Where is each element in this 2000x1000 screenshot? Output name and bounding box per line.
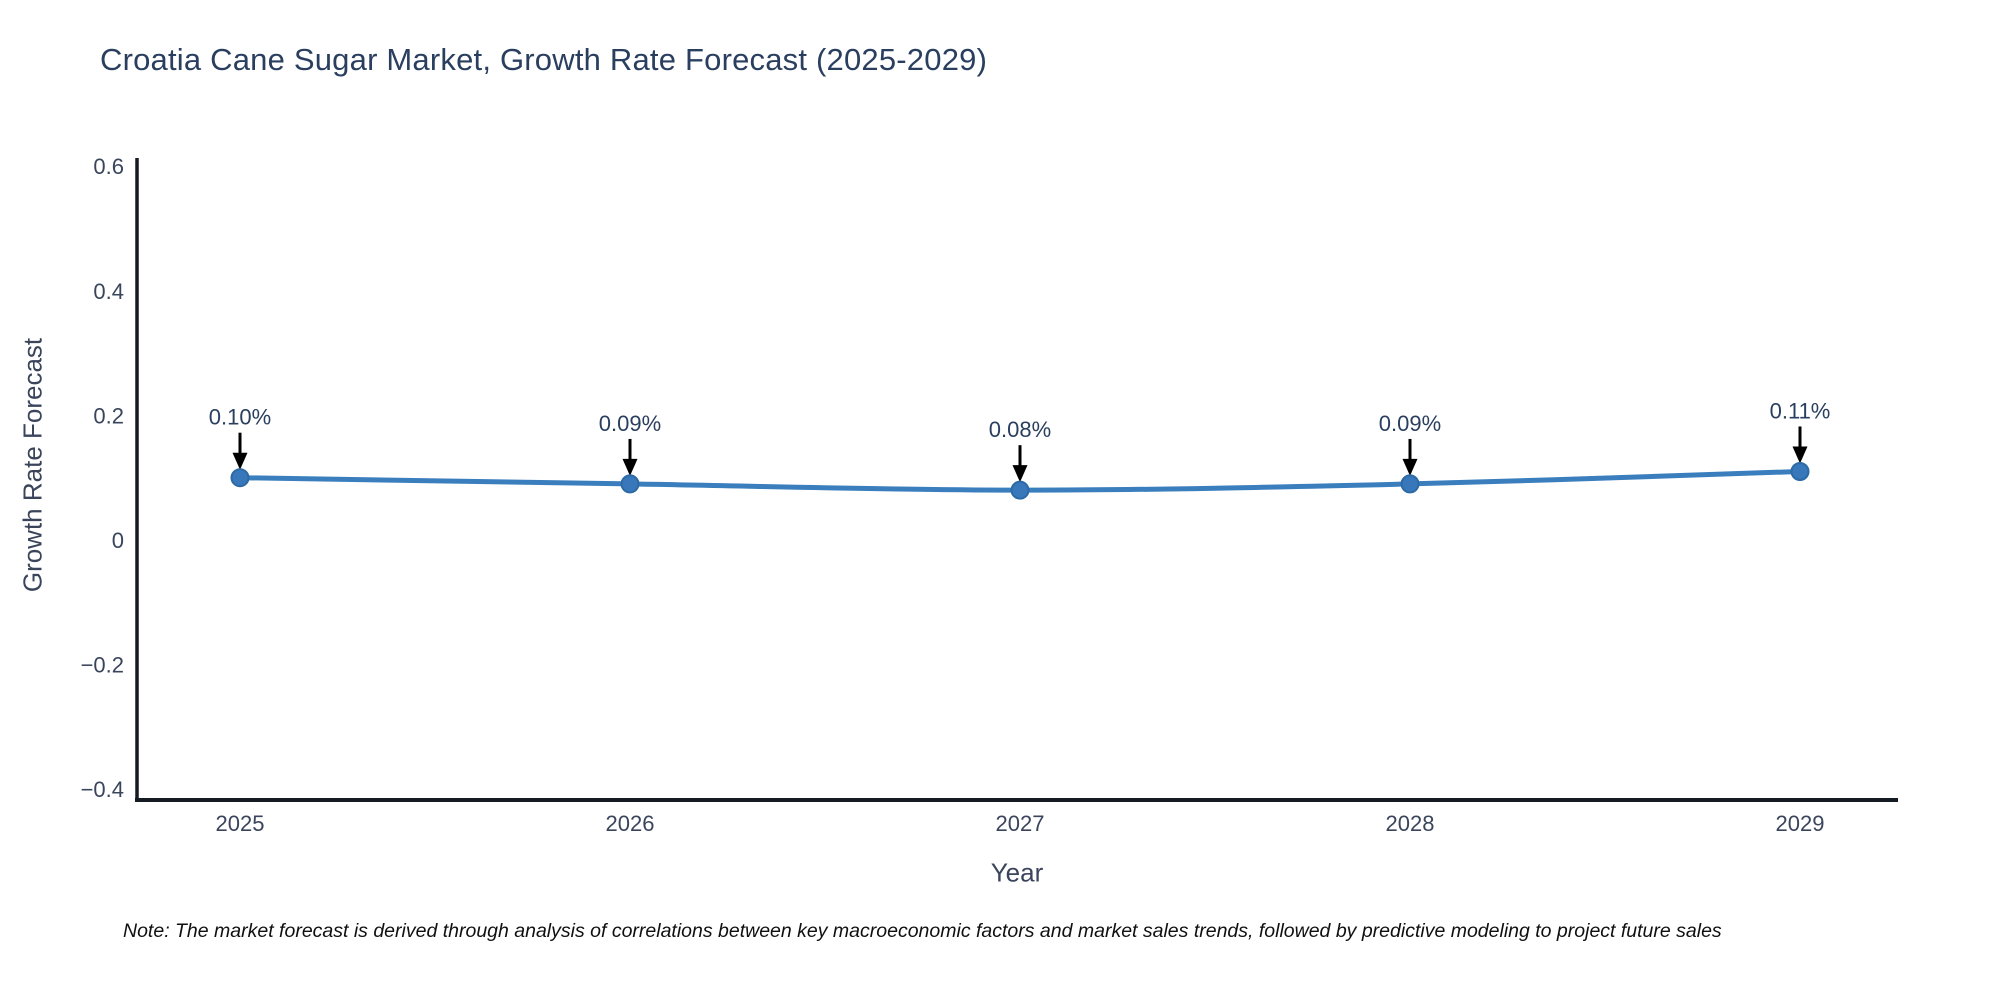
data-point-marker[interactable] bbox=[1400, 474, 1420, 494]
data-point-marker[interactable] bbox=[620, 474, 640, 494]
footnote: Note: The market forecast is derived thr… bbox=[123, 920, 1722, 942]
y-tick-label: 0.6 bbox=[93, 154, 124, 179]
y-tick-label: 0.2 bbox=[93, 403, 124, 428]
annotation-arrowhead-icon bbox=[622, 458, 638, 476]
data-point-marker[interactable] bbox=[230, 468, 250, 488]
annotation-arrowhead-icon bbox=[1402, 458, 1418, 476]
y-tick-label: −0.2 bbox=[81, 653, 124, 678]
data-point-marker[interactable] bbox=[1790, 461, 1810, 481]
chart-title: Croatia Cane Sugar Market, Growth Rate F… bbox=[100, 42, 988, 77]
x-tick-label: 2029 bbox=[1776, 811, 1825, 836]
point-value-label: 0.09% bbox=[1379, 411, 1441, 436]
annotation-arrowhead-icon bbox=[1792, 446, 1808, 464]
annotation-arrowhead-icon bbox=[1012, 465, 1028, 483]
y-tick-label: 0.4 bbox=[93, 279, 124, 304]
y-tick-label: −0.4 bbox=[81, 777, 124, 802]
x-tick-label: 2027 bbox=[996, 811, 1045, 836]
x-tick-label: 2028 bbox=[1386, 811, 1435, 836]
x-tick-label: 2025 bbox=[216, 811, 265, 836]
x-axis-title: Year bbox=[990, 857, 1044, 888]
y-tick-label: 0 bbox=[112, 528, 124, 553]
point-value-label: 0.09% bbox=[599, 411, 661, 436]
point-value-label: 0.10% bbox=[209, 405, 271, 430]
point-value-label: 0.11% bbox=[1770, 398, 1831, 423]
annotation-arrowhead-icon bbox=[232, 452, 248, 470]
x-tick-label: 2026 bbox=[606, 811, 655, 836]
point-value-label: 0.08% bbox=[989, 417, 1051, 442]
data-point-marker[interactable] bbox=[1010, 480, 1030, 500]
y-axis-title: Growth Rate Forecast bbox=[17, 337, 48, 593]
